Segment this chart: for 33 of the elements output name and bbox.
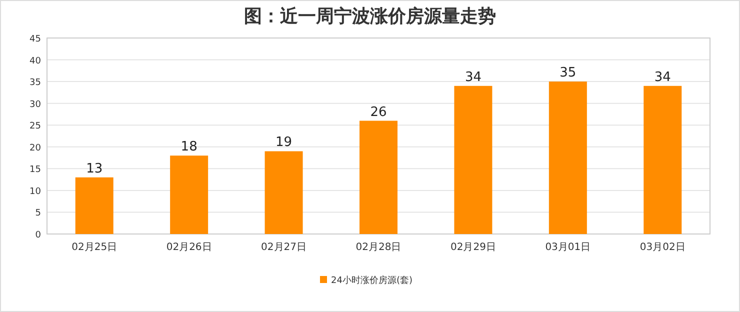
data-label: 18 [180, 140, 198, 155]
bar [75, 177, 114, 234]
x-tick-label: 02月29日 [450, 242, 496, 253]
data-label: 13 [86, 161, 103, 176]
x-tick-label: 02月25日 [72, 242, 118, 253]
y-tick-label: 20 [30, 143, 42, 154]
y-tick-label: 35 [30, 78, 41, 88]
data-label: 34 [654, 70, 671, 85]
data-label: 26 [370, 104, 387, 120]
bar [644, 86, 682, 234]
bar [264, 151, 303, 234]
y-tick-label: 40 [30, 56, 42, 66]
x-tick-label: 03月01日 [545, 242, 591, 253]
x-tick-label: 03月02日 [640, 242, 686, 253]
y-tick-label: 25 [30, 122, 41, 132]
bar [548, 82, 587, 234]
x-tick-label: 02月27日 [261, 242, 307, 253]
y-tick-label: 0 [35, 230, 42, 240]
y-tick-label: 45 [30, 34, 41, 44]
data-label: 34 [464, 70, 482, 85]
bar [360, 120, 398, 234]
y-tick-label: 5 [35, 208, 41, 219]
y-tick-label: 30 [30, 100, 42, 110]
data-label: 35 [560, 66, 576, 81]
y-tick-label: 15 [30, 165, 41, 176]
legend-label: 24小时涨价房源(套) [331, 275, 412, 286]
data-label: 19 [276, 135, 292, 150]
x-tick-label: 02月26日 [166, 242, 212, 253]
chart-title: 图：近一周宁波涨价房源量走势 [244, 6, 496, 27]
y-tick-label: 10 [30, 186, 42, 197]
bar [170, 156, 208, 234]
x-tick-label: 02月28日 [356, 242, 402, 253]
bar [454, 86, 492, 234]
